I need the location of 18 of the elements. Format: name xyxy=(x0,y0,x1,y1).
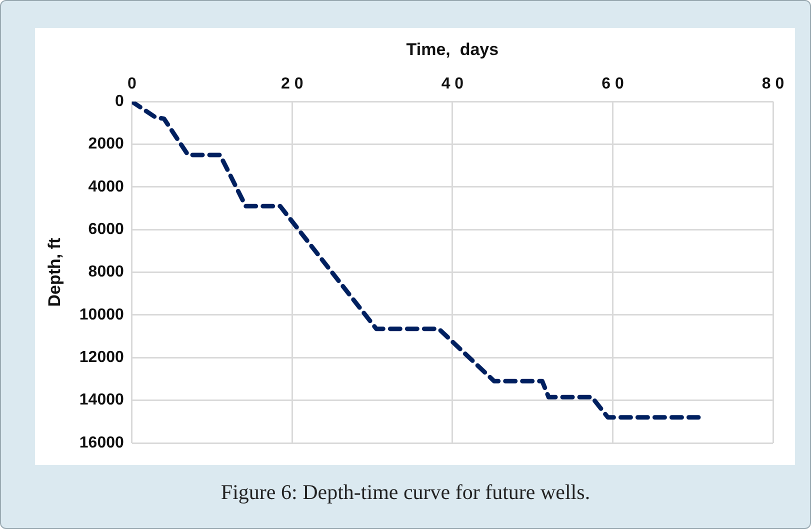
y-axis-title: Depth, ft xyxy=(44,238,64,307)
x-axis-title: Time, days xyxy=(406,40,499,59)
line-series xyxy=(132,102,701,420)
y-tick-label: 16000 xyxy=(79,434,124,452)
y-tick-label: 4000 xyxy=(88,178,124,196)
x-tick-label: 4 0 xyxy=(441,75,464,92)
y-tick-label: 10000 xyxy=(79,306,124,324)
y-tick-label: 6000 xyxy=(88,221,124,238)
y-tick-label: 0 xyxy=(114,93,124,110)
x-tick-label: 8 0 xyxy=(762,75,784,92)
x-tick-label: 6 0 xyxy=(602,75,624,92)
y-tick-label: 8000 xyxy=(88,264,124,281)
x-tick-label: 2 0 xyxy=(281,75,304,92)
y-tick-label: 2000 xyxy=(88,136,124,153)
caption: Figure 6: Depth-time curve for future wells. xyxy=(220,480,592,505)
y-tick-label: 12000 xyxy=(79,349,124,366)
x-tick-label: 0 xyxy=(127,75,136,92)
y-tick-label: 14000 xyxy=(79,392,124,409)
